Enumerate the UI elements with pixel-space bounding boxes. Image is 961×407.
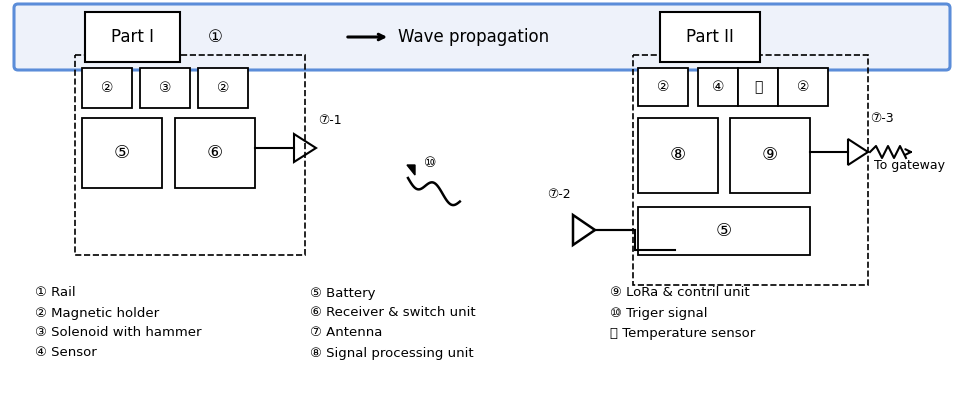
Text: ⑩: ⑩	[423, 156, 435, 170]
Bar	[637, 118, 717, 193]
Bar	[198, 68, 248, 108]
Text: ⑥: ⑥	[207, 144, 223, 162]
Bar	[777, 68, 827, 106]
Bar	[82, 118, 161, 188]
Text: ④ Sensor: ④ Sensor	[35, 346, 97, 359]
Text: ①: ①	[208, 28, 222, 46]
Text: ⑤: ⑤	[715, 222, 731, 240]
Text: Part I: Part I	[111, 28, 154, 46]
Text: ⑦-2: ⑦-2	[547, 188, 570, 201]
Bar	[85, 12, 180, 62]
Text: ④: ④	[711, 80, 724, 94]
Text: Wave propagation: Wave propagation	[398, 28, 549, 46]
Text: ⑩ Triger signal: ⑩ Triger signal	[609, 306, 706, 319]
Text: ②: ②	[796, 80, 808, 94]
Bar	[737, 68, 777, 106]
Text: ②: ②	[101, 81, 113, 95]
Text: ⑤ Battery: ⑤ Battery	[309, 287, 375, 300]
Bar	[698, 68, 737, 106]
Text: ⑧ Signal processing unit: ⑧ Signal processing unit	[309, 346, 473, 359]
Text: ②: ②	[216, 81, 229, 95]
Text: Part II: Part II	[685, 28, 733, 46]
Text: ① Rail: ① Rail	[35, 287, 76, 300]
Bar	[637, 207, 809, 255]
Text: ② Magnetic holder: ② Magnetic holder	[35, 306, 159, 319]
Text: ⑦-3: ⑦-3	[869, 112, 893, 125]
FancyBboxPatch shape	[14, 4, 949, 70]
Text: To gateway: To gateway	[874, 158, 944, 171]
Text: ⑧: ⑧	[669, 147, 685, 164]
Bar	[140, 68, 190, 108]
Text: ⑨ LoRa & contril unit: ⑨ LoRa & contril unit	[609, 287, 749, 300]
Text: ⑪ Temperature sensor: ⑪ Temperature sensor	[609, 326, 754, 339]
Bar	[632, 55, 867, 285]
Text: ②: ②	[656, 80, 669, 94]
Bar	[659, 12, 759, 62]
Text: ⑤: ⑤	[113, 144, 130, 162]
Bar	[637, 68, 687, 106]
Text: ⑦ Antenna: ⑦ Antenna	[309, 326, 382, 339]
Polygon shape	[407, 165, 414, 175]
Text: ⑦-1: ⑦-1	[318, 114, 341, 127]
Text: ③ Solenoid with hammer: ③ Solenoid with hammer	[35, 326, 201, 339]
Bar	[82, 68, 132, 108]
Text: ③: ③	[159, 81, 171, 95]
Bar	[75, 55, 305, 255]
Text: ⑨: ⑨	[761, 147, 777, 164]
Bar	[729, 118, 809, 193]
Bar	[175, 118, 255, 188]
Text: ⑪: ⑪	[753, 80, 761, 94]
Text: ⑥ Receiver & switch unit: ⑥ Receiver & switch unit	[309, 306, 475, 319]
